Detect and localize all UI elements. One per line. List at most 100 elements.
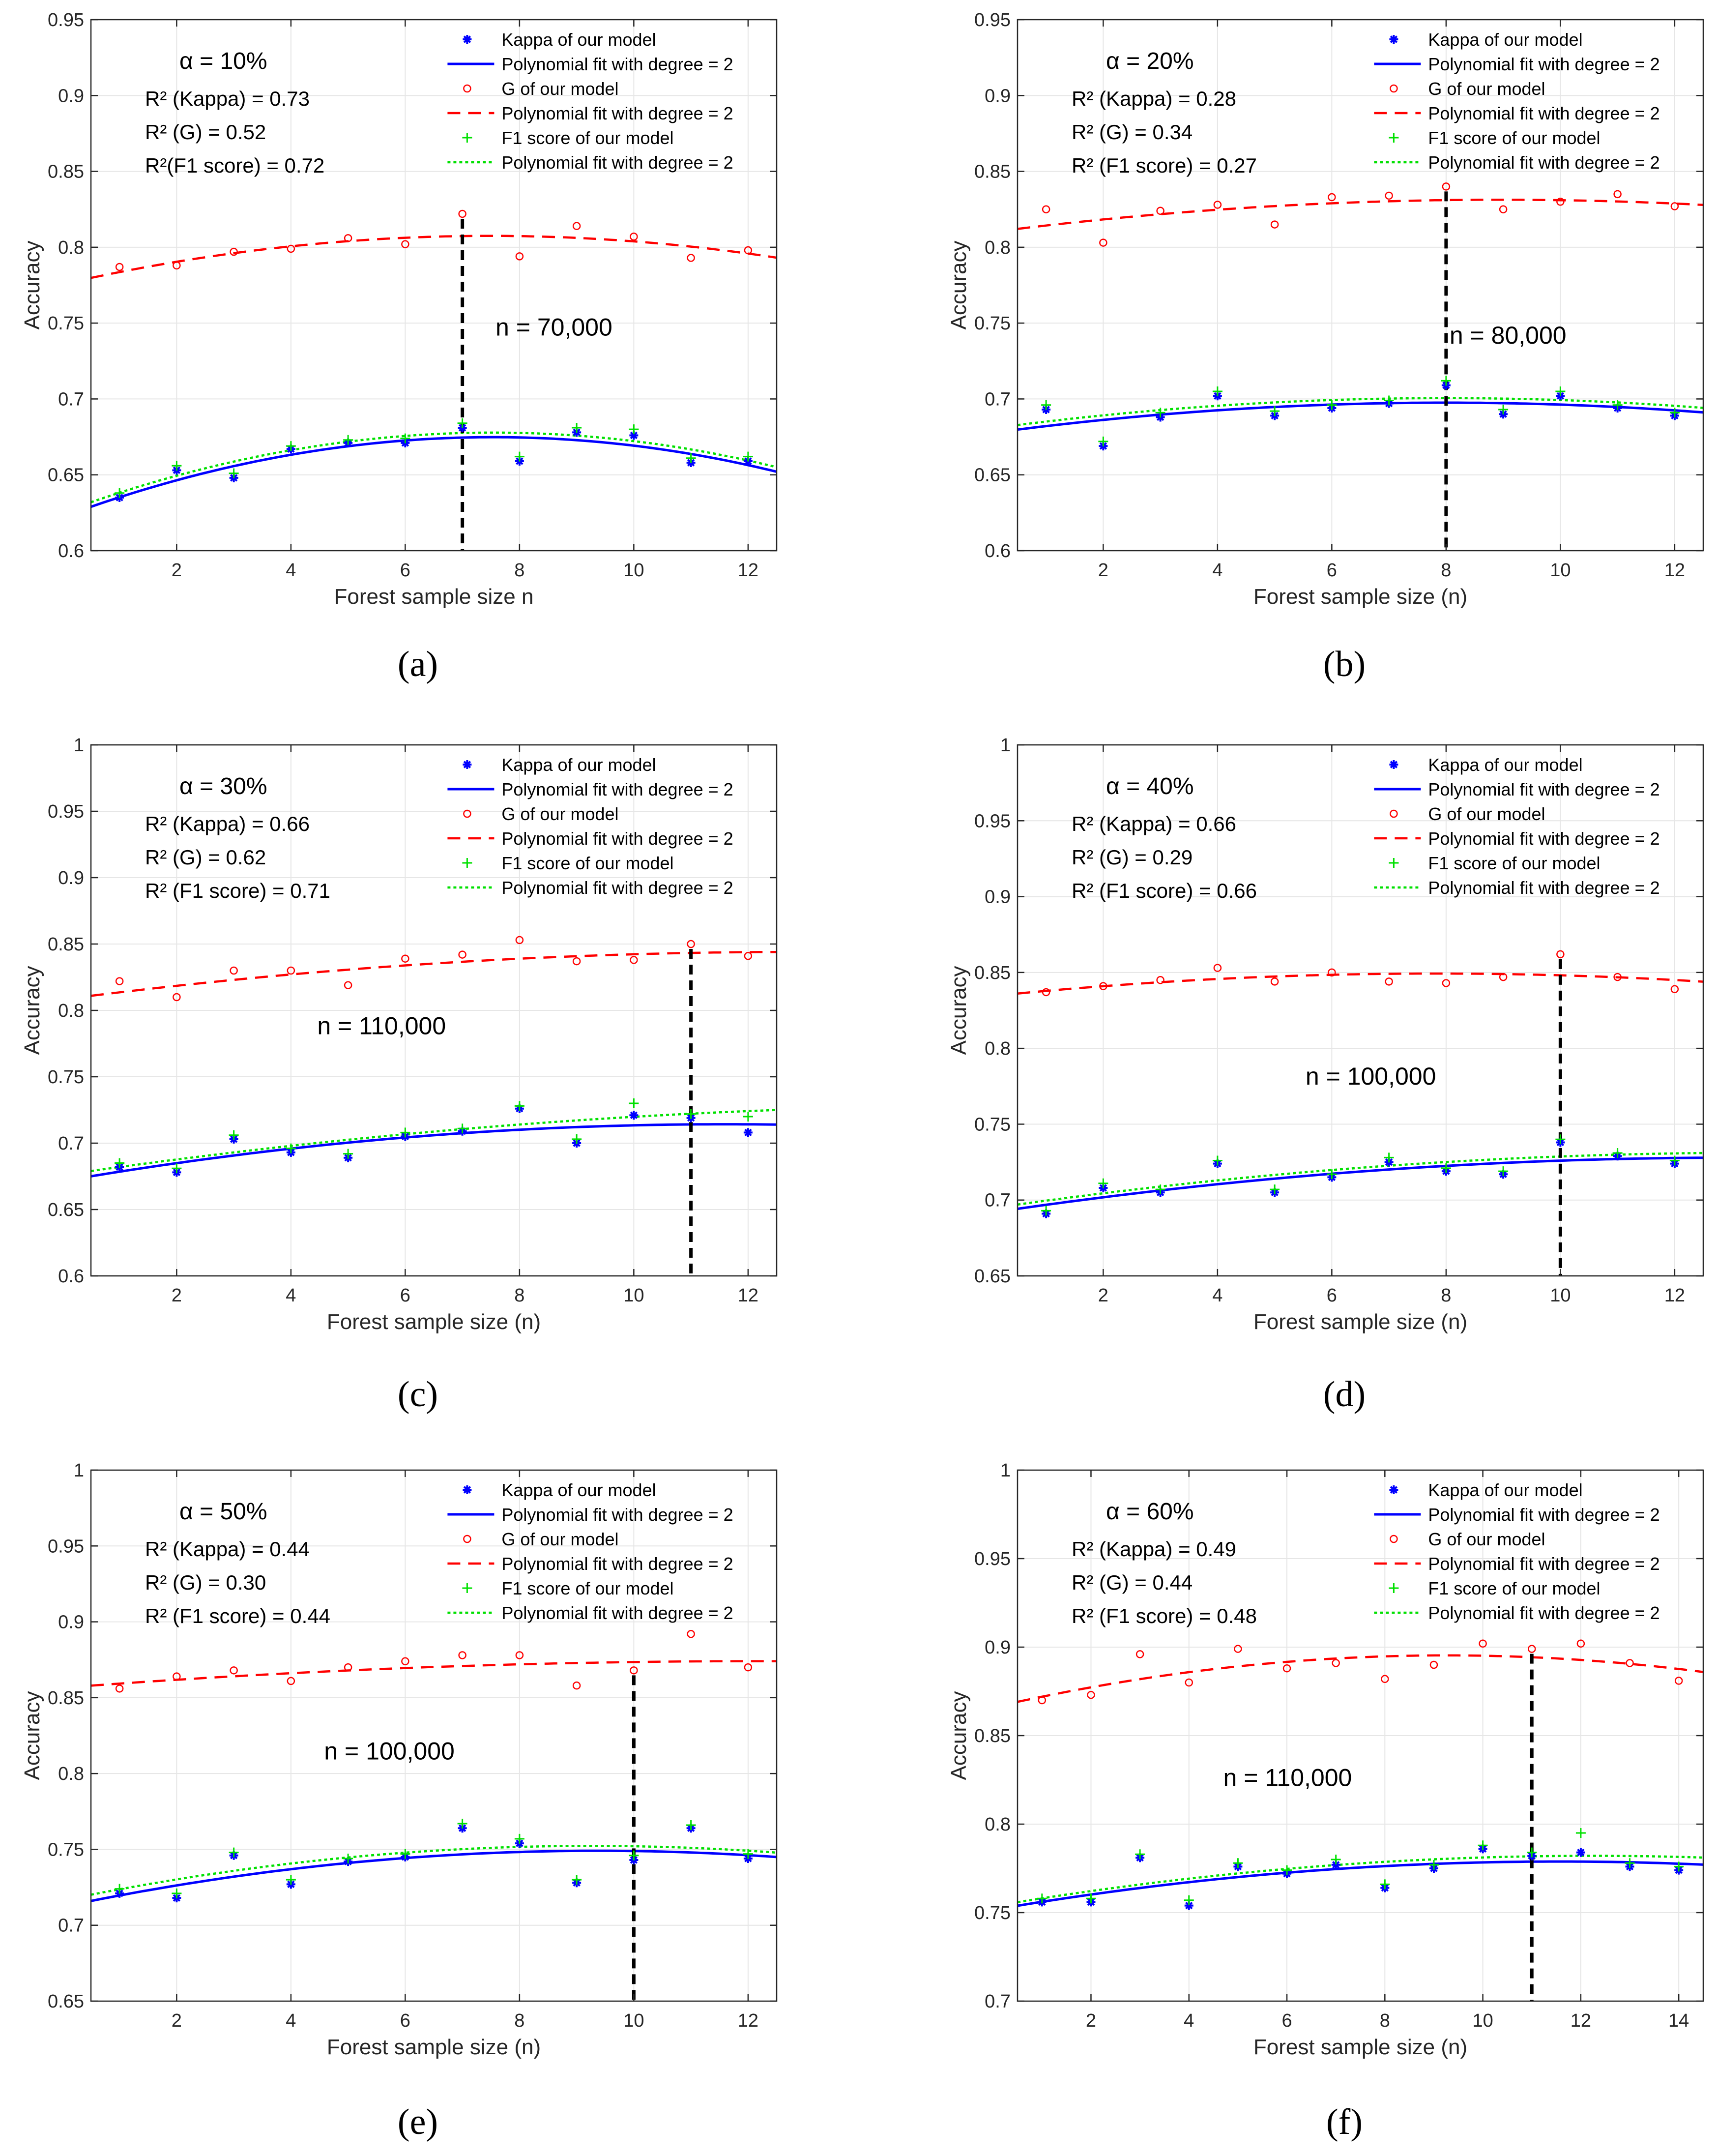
f1-point — [1098, 1178, 1108, 1188]
g-point — [1234, 1645, 1242, 1653]
g-point — [344, 981, 352, 989]
r2-annotation: R² (F1 score) = 0.66 — [1072, 879, 1257, 902]
fit-curve-f1 — [90, 431, 777, 503]
r2-annotation: R²(F1 score) = 0.72 — [145, 154, 324, 177]
g-point — [1626, 1659, 1634, 1667]
plot-area — [91, 20, 777, 551]
f1-point — [457, 1123, 467, 1134]
legend-marker-kappa — [1389, 1485, 1398, 1494]
g-point — [572, 1681, 581, 1690]
f1-point — [1669, 408, 1680, 418]
legend-marker-kappa — [1389, 760, 1398, 769]
f1-point — [1478, 1840, 1488, 1851]
g-point — [1479, 1639, 1487, 1648]
g-point — [230, 966, 238, 975]
f1-point — [1555, 386, 1566, 396]
fit-curve-f1 — [1017, 1152, 1704, 1206]
plot-area — [91, 1470, 777, 2001]
panel-caption: (d) — [1323, 1374, 1366, 1415]
r2-annotation: R² (G) = 0.34 — [1072, 120, 1193, 144]
legend-marker-kappa — [1389, 35, 1398, 44]
legend-label: G of our model — [1428, 79, 1545, 99]
fit-curve-f1 — [90, 1845, 777, 1896]
sample-size-label: n = 100,000 — [1306, 1063, 1436, 1090]
y-tick-label: 1 — [1000, 735, 1011, 756]
alpha-annotation: α = 30% — [179, 773, 267, 799]
x-tick-label: 12 — [1571, 2010, 1591, 2031]
y-tick-label: 0.95 — [974, 10, 1011, 30]
g-point — [1282, 1664, 1291, 1673]
g-point — [1328, 968, 1336, 977]
g-point — [1670, 985, 1679, 994]
r2-annotation: R² (G) = 0.52 — [145, 120, 266, 144]
x-tick-label: 8 — [1441, 1285, 1451, 1306]
f1-point — [1575, 1828, 1586, 1838]
kappa-point — [629, 431, 639, 440]
f1-point — [1155, 1184, 1165, 1195]
legend-marker-kappa — [463, 760, 472, 769]
fit-curve-f1 — [90, 1109, 777, 1172]
y-tick-label: 0.7 — [58, 389, 84, 410]
f1-point — [1674, 1861, 1684, 1872]
r2-annotation: R² (Kappa) = 0.28 — [1072, 87, 1236, 110]
fit-curve-kappa — [90, 1123, 777, 1178]
g-point — [230, 247, 238, 256]
f1-point — [1037, 1893, 1047, 1904]
g-point — [1385, 191, 1393, 200]
f1-point — [172, 1888, 182, 1898]
x-tick-label: 10 — [623, 1285, 644, 1306]
y-tick-label: 0.7 — [58, 1133, 84, 1154]
g-point — [115, 1684, 124, 1693]
f1-point — [1041, 1206, 1051, 1216]
f1-point — [343, 1149, 353, 1159]
g-point — [1576, 1639, 1585, 1648]
kappa-point — [1576, 1848, 1585, 1857]
y-tick-label: 0.75 — [48, 1839, 84, 1860]
g-point — [1385, 977, 1393, 986]
f1-point — [686, 1820, 696, 1831]
g-point — [1381, 1675, 1389, 1683]
g-point — [572, 222, 581, 230]
legend-label: Polynomial fit with degree = 2 — [501, 1554, 733, 1574]
x-tick-label: 8 — [514, 560, 524, 581]
y-tick-label: 0.65 — [48, 465, 84, 486]
alpha-annotation: α = 20% — [1106, 48, 1194, 74]
g-point — [230, 1666, 238, 1675]
y-tick-label: 0.8 — [985, 1814, 1011, 1835]
x-tick-label: 8 — [1441, 560, 1451, 581]
g-point — [458, 209, 466, 218]
f1-point — [1135, 1849, 1145, 1860]
x-tick-label: 10 — [623, 560, 644, 581]
g-point — [687, 254, 695, 262]
legend-label: Polynomial fit with degree = 2 — [1428, 103, 1659, 123]
f1-point — [686, 453, 696, 463]
r2-annotation: R² (F1 score) = 0.44 — [145, 1604, 330, 1627]
r2-annotation: R² (Kappa) = 0.66 — [145, 812, 310, 835]
g-point — [687, 940, 695, 948]
f1-point — [1233, 1858, 1243, 1868]
f1-point — [743, 1112, 753, 1122]
g-point — [173, 261, 181, 270]
y-tick-label: 0.9 — [985, 86, 1011, 106]
f1-point — [514, 451, 524, 462]
g-point — [1042, 988, 1050, 997]
g-point — [1099, 982, 1107, 990]
fit-curve-g — [90, 950, 777, 997]
g-point — [515, 1651, 524, 1659]
g-point — [344, 234, 352, 242]
legend-label: F1 score of our model — [1428, 128, 1600, 148]
y-axis-label: Accuracy — [947, 966, 971, 1055]
g-point — [630, 956, 638, 964]
g-point — [287, 966, 295, 975]
legend-marker-f1 — [1389, 133, 1399, 143]
y-tick-label: 0.75 — [974, 1903, 1011, 1923]
chart-panel-5: 2 4 6 8 10 12 0.65 0.7 0.75 0.8 0.85 0.9 0.95 1 Forest… — [20, 1460, 778, 2059]
x-tick-label: 6 — [400, 560, 410, 581]
kappa-point — [1184, 1901, 1193, 1910]
y-tick-label: 0.75 — [48, 1067, 84, 1088]
panel-caption: (c) — [398, 1374, 438, 1415]
chart-panel-1: 2 4 6 8 10 12 0.6 0.65 0.7 0.75 0.8 0.85 0.9 0.95 Fore… — [20, 10, 778, 609]
g-point — [744, 246, 753, 255]
legend-label: Kappa of our model — [1428, 30, 1582, 50]
